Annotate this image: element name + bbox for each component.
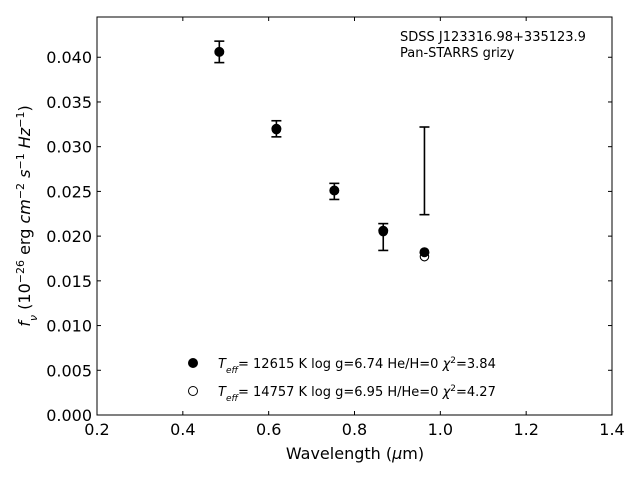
data-points: [214, 46, 430, 262]
x-axis-label: Wavelength (μm): [286, 444, 424, 463]
y-tick-label: 0.025: [46, 182, 92, 201]
model-point-filled: [378, 225, 389, 236]
x-tick-label: 0.4: [170, 420, 195, 439]
y-axis-label: fν (10−26 erg cm−2 s−1 Hz−1): [14, 105, 40, 326]
model-point-filled: [214, 46, 225, 57]
model-point-filled: [419, 247, 430, 258]
y-tick-label: 0.035: [46, 93, 92, 112]
x-tick-label: 0.2: [84, 420, 109, 439]
y-tick-label: 0.040: [46, 48, 92, 67]
y-tick-label: 0.020: [46, 227, 92, 246]
legend-entry-1: Teff= 12615 K log g=6.74 He/H=0 χ2=3.84: [218, 356, 496, 376]
model-point-filled: [329, 185, 340, 196]
legend-marker-open: [188, 386, 198, 396]
x-tick-label: 1.2: [513, 420, 538, 439]
y-tick-label: 0.030: [46, 138, 92, 157]
plot-frame: [96, 16, 613, 416]
annotation-survey: Pan-STARRS grizy: [400, 46, 515, 61]
ticks: 0.2 0.4 0.6 0.8 1.0 1.2 1.4 0.000 0.005 0.010 0.01…: [46, 17, 625, 439]
y-tick-label: 0.000: [46, 406, 92, 425]
legend: Teff= 12615 K log g=6.74 He/H=0 χ2=3.84 …: [188, 356, 496, 404]
x-tick-label: 1.0: [428, 420, 453, 439]
y-tick-label: 0.010: [46, 317, 92, 336]
y-tick-label: 0.005: [46, 361, 92, 380]
legend-marker-filled: [188, 358, 198, 368]
x-tick-label: 0.8: [342, 420, 367, 439]
error-bars: [214, 40, 430, 252]
y-tick-label: 0.015: [46, 272, 92, 291]
x-tick-label: 1.4: [599, 420, 624, 439]
error-bar: [419, 126, 430, 216]
annotation-object: SDSS J123316.98+335123.9: [400, 30, 586, 45]
model-point-filled: [271, 123, 282, 134]
x-tick-label: 0.6: [256, 420, 281, 439]
legend-entry-2: Teff= 14757 K log g=6.95 H/He=0 χ2=4.27: [218, 384, 496, 404]
